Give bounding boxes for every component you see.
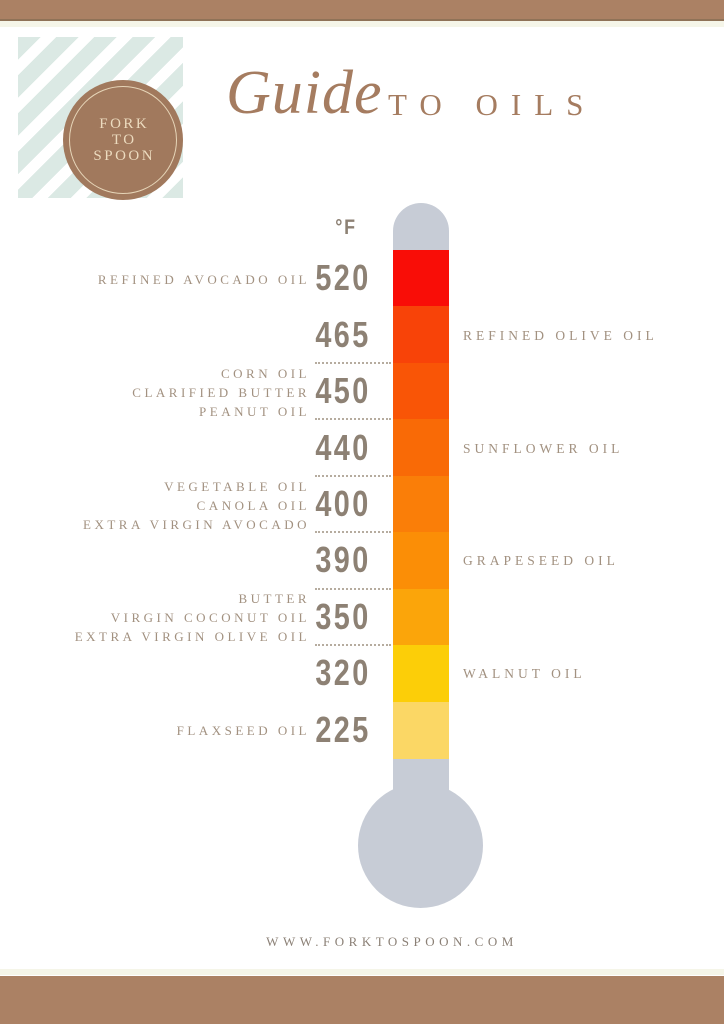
oil-label-right: SUNFLOWER OIL: [463, 440, 624, 456]
dotted-divider: [315, 474, 391, 477]
thermometer-segment: [393, 701, 449, 759]
temperature-label: 520: [315, 257, 371, 299]
oil-label-left: VEGETABLE OIL CANOLA OIL EXTRA VIRGIN AVOC…: [83, 478, 310, 532]
logo-line-2: TO: [111, 132, 137, 148]
page-title-script: Guide: [226, 59, 383, 127]
page-title: TO OILS: [388, 87, 597, 122]
top-bar: [0, 0, 724, 21]
thermometer-segment: [393, 362, 449, 420]
dotted-divider: [315, 361, 391, 364]
thermometer-segment: [393, 645, 449, 703]
oil-label-left: FLAXSEED OIL: [176, 723, 310, 739]
temperature-label: 450: [315, 370, 371, 412]
dotted-divider: [315, 644, 391, 647]
temperature-label: 320: [315, 652, 371, 694]
bottom-accent-strip: [0, 969, 724, 975]
top-accent-strip: [0, 21, 724, 27]
logo-inner-ring: [69, 86, 177, 194]
thermometer-segment: [393, 532, 449, 590]
website-url: WWW.FORKTOSPOON.COM: [266, 934, 518, 949]
temperature-label: 400: [315, 483, 371, 525]
temperature-label: 390: [315, 539, 371, 581]
oil-label-right: REFINED OLIVE OIL: [463, 327, 658, 343]
oil-label-left: REFINED AVOCADO OIL: [97, 271, 310, 287]
dotted-divider: [315, 587, 391, 590]
oil-label-left: CORN OIL CLARIFIED BUTTER PEANUT OIL: [132, 365, 310, 419]
thermometer-segment: [393, 419, 449, 477]
thermometer-segment: [393, 475, 449, 533]
oil-label-right: WALNUT OIL: [463, 666, 586, 682]
dotted-divider: [315, 418, 391, 421]
oil-label-left: BUTTER VIRGIN COCONUT OIL EXTRA VIRGIN OLI…: [74, 591, 310, 645]
thermometer-segment: [393, 588, 449, 646]
logo-wordmark: FORK TO SPOON: [63, 116, 183, 164]
thermometer-segment: [393, 306, 449, 364]
bottom-bar: [0, 976, 724, 1024]
temperature-label: 350: [315, 595, 371, 637]
thermometer-segment: [393, 250, 449, 308]
logo-line-3: SPOON: [93, 148, 156, 164]
temperature-label: 225: [315, 708, 371, 750]
temperature-label: 465: [315, 313, 371, 355]
logo-circle: FORK TO SPOON: [63, 80, 183, 200]
oil-label-right: GRAPESEED OIL: [463, 553, 619, 569]
fahrenheit-unit-label: °F: [335, 216, 357, 239]
temperature-label: 440: [315, 426, 371, 468]
logo-line-1: FORK: [99, 116, 150, 132]
dotted-divider: [315, 531, 391, 534]
logo-striped-badge: FORK TO SPOON: [18, 37, 183, 200]
thermometer-bulb: [358, 783, 483, 908]
